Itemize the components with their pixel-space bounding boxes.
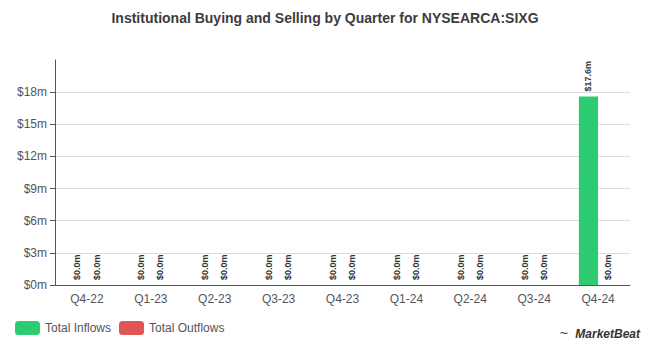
svg-text:$17.6m: $17.6m	[583, 61, 593, 92]
svg-text:$0.0m: $0.0m	[347, 254, 357, 280]
svg-text:$0.0m: $0.0m	[456, 254, 466, 280]
svg-text:Q1-23: Q1-23	[134, 292, 168, 306]
svg-text:Q1-24: Q1-24	[390, 292, 424, 306]
svg-text:$3m: $3m	[24, 246, 47, 260]
svg-text:$0.0m: $0.0m	[539, 254, 549, 280]
svg-text:$0.0m: $0.0m	[200, 254, 210, 280]
svg-text:$0.0m: $0.0m	[136, 254, 146, 280]
svg-text:$0.0m: $0.0m	[92, 254, 102, 280]
svg-text:Q3-24: Q3-24	[517, 292, 551, 306]
svg-text:Q4-22: Q4-22	[70, 292, 104, 306]
svg-text:Institutional Buying and Selli: Institutional Buying and Selling by Quar…	[111, 10, 538, 26]
svg-text:$0.0m: $0.0m	[219, 254, 229, 280]
svg-text:$0.0m: $0.0m	[475, 254, 485, 280]
svg-text:Q2-23: Q2-23	[198, 292, 232, 306]
svg-text:Q4-24: Q4-24	[581, 292, 615, 306]
svg-text:$0m: $0m	[24, 278, 47, 292]
svg-text:$18m: $18m	[17, 85, 47, 99]
svg-text:$6m: $6m	[24, 214, 47, 228]
svg-text:~: ~	[560, 325, 568, 341]
svg-text:$0.0m: $0.0m	[264, 254, 274, 280]
svg-text:MarketBeat: MarketBeat	[575, 327, 641, 341]
svg-text:$0.0m: $0.0m	[283, 254, 293, 280]
svg-text:Q4-23: Q4-23	[326, 292, 360, 306]
svg-text:$15m: $15m	[17, 117, 47, 131]
svg-text:$0.0m: $0.0m	[155, 254, 165, 280]
svg-text:$12m: $12m	[17, 149, 47, 163]
svg-text:Q3-23: Q3-23	[262, 292, 296, 306]
svg-text:$0.0m: $0.0m	[603, 254, 613, 280]
svg-text:$0.0m: $0.0m	[328, 254, 338, 280]
svg-text:Q2-24: Q2-24	[454, 292, 488, 306]
svg-text:$0.0m: $0.0m	[411, 254, 421, 280]
svg-text:Total Inflows: Total Inflows	[45, 321, 111, 335]
svg-text:$0.0m: $0.0m	[520, 254, 530, 280]
svg-text:Total Outflows: Total Outflows	[149, 321, 224, 335]
svg-text:$0.0m: $0.0m	[392, 254, 402, 280]
svg-text:$9m: $9m	[24, 182, 47, 196]
svg-text:$0.0m: $0.0m	[72, 254, 82, 280]
